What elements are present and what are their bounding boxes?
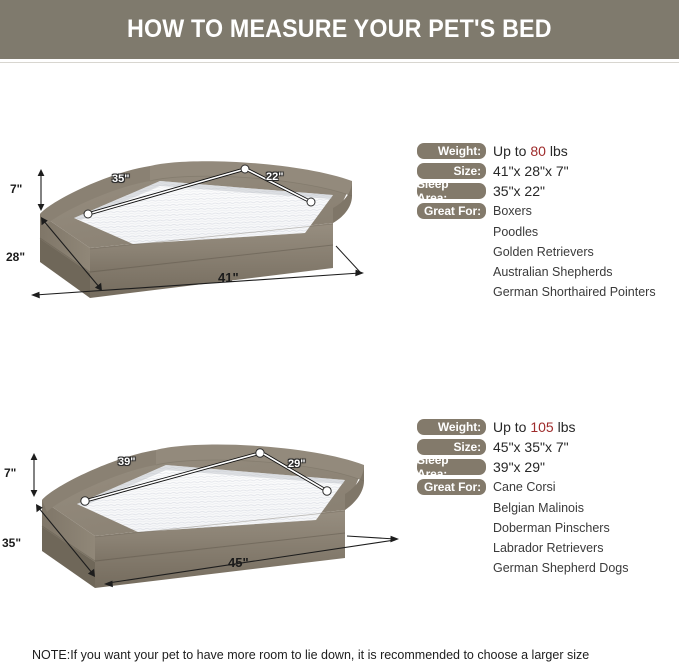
list-item: German Shorthaired Pointers [493,285,656,299]
spec-table-medium: Weight: Up to 80 lbs Size: 41"x 28"x 7" … [417,142,679,302]
header-divider [0,62,679,63]
breed-list-large: Belgian Malinois Doberman Pinschers Labr… [493,498,679,578]
spec-label-great-for: Great For: [417,203,486,219]
spec-row-weight: Weight: Up to 105 lbs [417,418,679,438]
length-label-medium: 41" [218,270,239,285]
spec-row-weight: Weight: Up to 80 lbs [417,142,679,162]
spec-row-great-for: Great For: Boxers [417,202,679,222]
spec-row-great-for: Great For: Cane Corsi [417,478,679,498]
height-label-medium: 7" [10,182,23,196]
list-item: Doberman Pinschers [493,521,610,535]
spec-row-sleep-area: Sleep Area: 39"x 29" [417,453,679,481]
weight-suffix: lbs [553,419,576,435]
sleep-length-label-large: 39" [118,456,136,468]
bed-illustration-medium: 35" 22" 7" 28" 41" [0,120,410,335]
weight-prefix: Up to [493,143,531,159]
list-item: Labrador Retrievers [493,541,604,555]
list-item: German Shepherd Dogs [493,561,629,575]
weight-number: 105 [530,419,554,435]
spec-label-weight: Weight: [417,419,486,435]
bed-drawing-medium [31,161,364,299]
height-label-large: 7" [4,466,17,480]
spec-row-size: Size: 41"x 28"x 7" [417,162,679,182]
weight-number: 80 [530,143,546,159]
spec-value-sleep-area: 39"x 29" [493,459,545,475]
spec-value-sleep-area: 35"x 22" [493,183,545,199]
spec-label-weight: Weight: [417,143,486,159]
bed-section-large: 39" 29" 7" 35" 45" Weight: Up to 105 lbs… [0,398,679,623]
list-item: Belgian Malinois [493,501,585,515]
bed-drawing-large [30,444,399,588]
breed-list-medium: Poodles Golden Retrievers Australian She… [493,222,679,302]
sleep-length-label-medium: 35" [112,173,130,185]
list-item: Golden Retrievers [493,245,594,259]
spec-row-size: Size: 45"x 35"x 7" [417,438,679,458]
depth-label-medium: 28" [6,250,26,264]
spec-row-sleep-area: Sleep Area: 35"x 22" [417,177,679,205]
footer-note: NOTE:If you want your pet to have more r… [32,648,590,662]
spec-value-great-for: Cane Corsi [493,480,556,494]
length-label-large: 45" [228,555,249,570]
spec-value-size: 41"x 28"x 7" [493,163,569,179]
sleep-width-label-medium: 22" [266,171,284,183]
spec-label-size: Size: [417,439,486,455]
page-title: HOW TO MEASURE YOUR PET'S BED [127,15,552,43]
spec-label-sleep-area: Sleep Area: [417,453,486,481]
bed-illustration-large: 39" 29" 7" 35" 45" [0,398,410,623]
list-item: Poodles [493,225,539,239]
spec-label-great-for: Great For: [417,479,486,495]
spec-label-size: Size: [417,163,486,179]
spec-value-great-for: Boxers [493,204,532,218]
page-header-bar: HOW TO MEASURE YOUR PET'S BED [0,0,679,59]
spec-value-weight: Up to 105 lbs [493,418,576,436]
bed-section-medium: 35" 22" 7" 28" 41" Weight: Up to 80 lbs … [0,120,679,335]
depth-label-large: 35" [2,536,22,550]
spec-table-large: Weight: Up to 105 lbs Size: 45"x 35"x 7"… [417,418,679,578]
list-item: Australian Shepherds [493,265,613,279]
spec-label-sleep-area: Sleep Area: [417,177,486,205]
weight-suffix: lbs [545,143,568,159]
sleep-width-label-large: 29" [288,458,306,470]
spec-value-size: 45"x 35"x 7" [493,439,569,455]
spec-value-weight: Up to 80 lbs [493,142,568,160]
weight-prefix: Up to [493,419,531,435]
